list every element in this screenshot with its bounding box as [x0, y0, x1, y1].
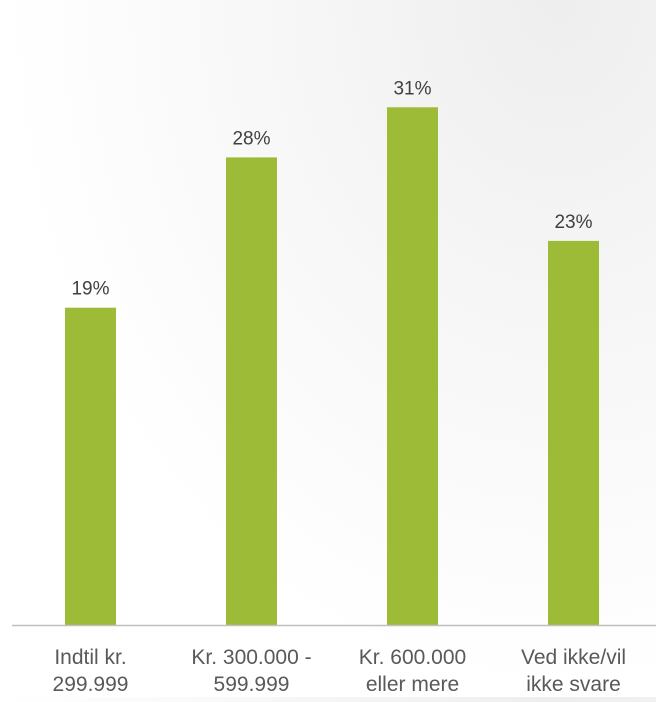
- category-label: Indtil kr. 299.999: [53, 646, 129, 696]
- category-label-line: 599.999: [214, 673, 290, 696]
- bar-value-label: 28%: [232, 128, 270, 149]
- bar-value-label: 23%: [554, 212, 592, 233]
- bar-value-label: 31%: [393, 78, 431, 99]
- bar: [387, 107, 438, 626]
- category-label-line: Kr. 600.000: [359, 646, 466, 669]
- bar: [226, 157, 277, 625]
- category-label-line: eller mere: [366, 673, 459, 696]
- bar: [548, 240, 599, 625]
- category-label-line: Kr. 300.000 -: [191, 646, 311, 669]
- bar: [65, 307, 116, 625]
- category-label-line: ikke svare: [526, 673, 621, 696]
- category-label-line: Indtil kr.: [54, 646, 126, 669]
- bar-value-label: 19%: [71, 279, 109, 300]
- category-label: Kr. 600.000 eller mere: [359, 646, 466, 696]
- category-label: Kr. 300.000 - 599.999: [191, 646, 311, 696]
- bars-group: [65, 107, 599, 626]
- category-label-line: Ved ikke/vil: [521, 646, 626, 669]
- category-label-line: 299.999: [53, 673, 129, 696]
- category-label: Ved ikke/vil ikke svare: [521, 646, 626, 696]
- value-labels-group: 19% 28% 31% 23%: [71, 78, 592, 299]
